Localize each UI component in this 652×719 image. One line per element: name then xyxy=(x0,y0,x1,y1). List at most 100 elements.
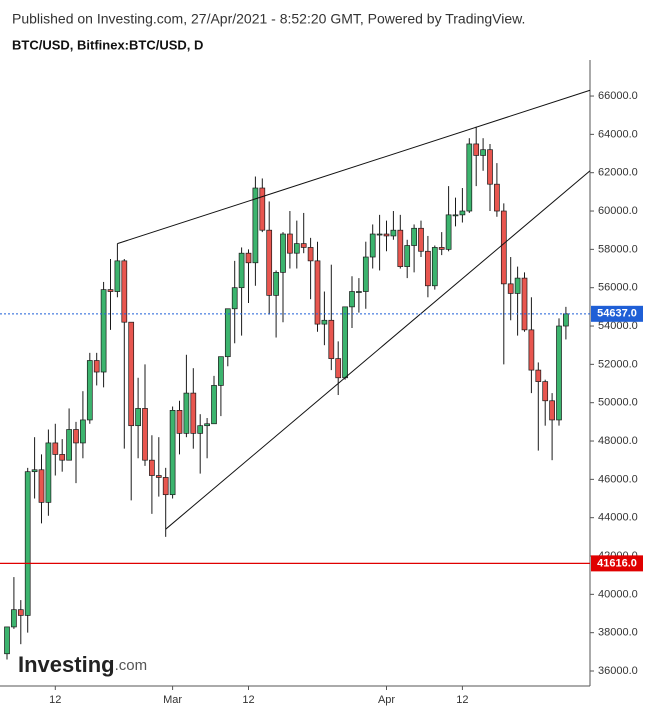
candle-body xyxy=(204,423,210,427)
candle-body xyxy=(38,469,45,503)
candle-body xyxy=(300,243,307,248)
candle-body xyxy=(369,233,376,258)
price-label: 41616.0 xyxy=(597,557,637,569)
candle-body xyxy=(259,187,266,231)
candle-body xyxy=(563,313,569,327)
y-tick-label: 64000.0 xyxy=(598,128,638,140)
candle-body xyxy=(224,308,231,358)
y-tick-label: 54000.0 xyxy=(598,320,638,332)
trendline xyxy=(165,170,591,530)
y-tick-label: 52000.0 xyxy=(598,358,638,370)
candle-body xyxy=(473,143,480,156)
candle-body xyxy=(556,325,562,421)
y-tick-label: 44000.0 xyxy=(598,512,638,524)
candle-body xyxy=(356,291,362,293)
candle-body xyxy=(59,454,66,461)
candle-body xyxy=(24,471,31,616)
candle-body xyxy=(162,477,169,496)
candle-body xyxy=(362,256,369,292)
candle-body xyxy=(528,329,535,371)
candle-body xyxy=(142,408,148,461)
candle-body xyxy=(438,247,445,250)
candle-body xyxy=(514,277,521,294)
candle-body xyxy=(66,429,72,461)
candle-body xyxy=(431,247,438,287)
candle-body xyxy=(31,469,38,473)
candle-body xyxy=(17,609,24,616)
price-label: 54637.0 xyxy=(597,308,637,320)
candle-body xyxy=(549,400,555,421)
candle-body xyxy=(452,214,459,217)
candle-body xyxy=(445,214,452,250)
candle-body xyxy=(176,410,183,434)
x-tick-label: 12 xyxy=(456,694,468,706)
candle-body xyxy=(245,252,252,264)
candle-body xyxy=(535,369,542,382)
chart-subtitle: BTC/USD, Bitfinex:BTC/USD, D xyxy=(12,37,203,52)
candle-body xyxy=(411,227,417,246)
y-tick-label: 60000.0 xyxy=(598,205,638,217)
candle-body xyxy=(231,287,238,310)
candle-body xyxy=(45,442,52,503)
candle-body xyxy=(280,233,286,273)
candle-body xyxy=(80,419,86,444)
candle-body xyxy=(307,247,314,262)
y-tick-label: 38000.0 xyxy=(598,627,638,639)
x-tick-label: Mar xyxy=(163,694,182,706)
candle-body xyxy=(480,149,486,156)
candle-body xyxy=(218,356,224,386)
candle-body xyxy=(349,291,355,308)
y-tick-label: 36000.0 xyxy=(598,665,638,677)
candle-body xyxy=(466,143,473,212)
candle-body xyxy=(404,245,411,267)
y-tick-label: 50000.0 xyxy=(598,397,638,409)
candle-body xyxy=(11,609,17,628)
candle-body xyxy=(135,408,141,427)
y-tick-label: 48000.0 xyxy=(598,435,638,447)
candle-body xyxy=(155,475,162,478)
candle-body xyxy=(335,358,342,379)
candle-body xyxy=(459,210,466,216)
candle-body xyxy=(507,283,514,294)
candle-body xyxy=(52,442,59,455)
candle-body xyxy=(190,392,197,434)
candle-body xyxy=(425,250,431,287)
candle-body xyxy=(383,233,390,237)
candle-body xyxy=(542,381,549,402)
y-tick-label: 62000.0 xyxy=(598,167,638,179)
x-tick-label: Apr xyxy=(378,694,395,706)
candle-body xyxy=(107,289,114,292)
candle-body xyxy=(121,260,128,323)
candle-body xyxy=(183,392,190,434)
candle-body xyxy=(86,360,93,421)
logo: Investing.com xyxy=(18,652,147,677)
candle-body xyxy=(521,277,528,331)
candle-body xyxy=(500,210,507,285)
price-label-box xyxy=(591,305,643,322)
candle-body xyxy=(100,289,107,373)
candle-body xyxy=(376,233,383,236)
price-label-box xyxy=(591,555,643,572)
candle-body xyxy=(328,319,335,359)
x-tick-label: 12 xyxy=(242,694,254,706)
candle-body xyxy=(128,321,135,427)
candle-body xyxy=(397,229,404,267)
y-tick-label: 56000.0 xyxy=(598,282,638,294)
candle-body xyxy=(273,272,279,296)
candle-body xyxy=(293,243,300,254)
trendline xyxy=(117,89,591,245)
candle-body xyxy=(314,260,321,325)
candle-body xyxy=(4,626,10,655)
candle-body xyxy=(321,319,328,325)
candle-body xyxy=(494,183,500,212)
candle-body xyxy=(266,229,273,296)
y-tick-label: 66000.0 xyxy=(598,90,638,102)
candle-body xyxy=(487,149,493,185)
candle-body xyxy=(73,429,79,444)
candle-body xyxy=(390,229,397,237)
candle-body xyxy=(93,360,100,373)
candle-body xyxy=(238,252,245,289)
y-tick-label: 46000.0 xyxy=(598,473,638,485)
